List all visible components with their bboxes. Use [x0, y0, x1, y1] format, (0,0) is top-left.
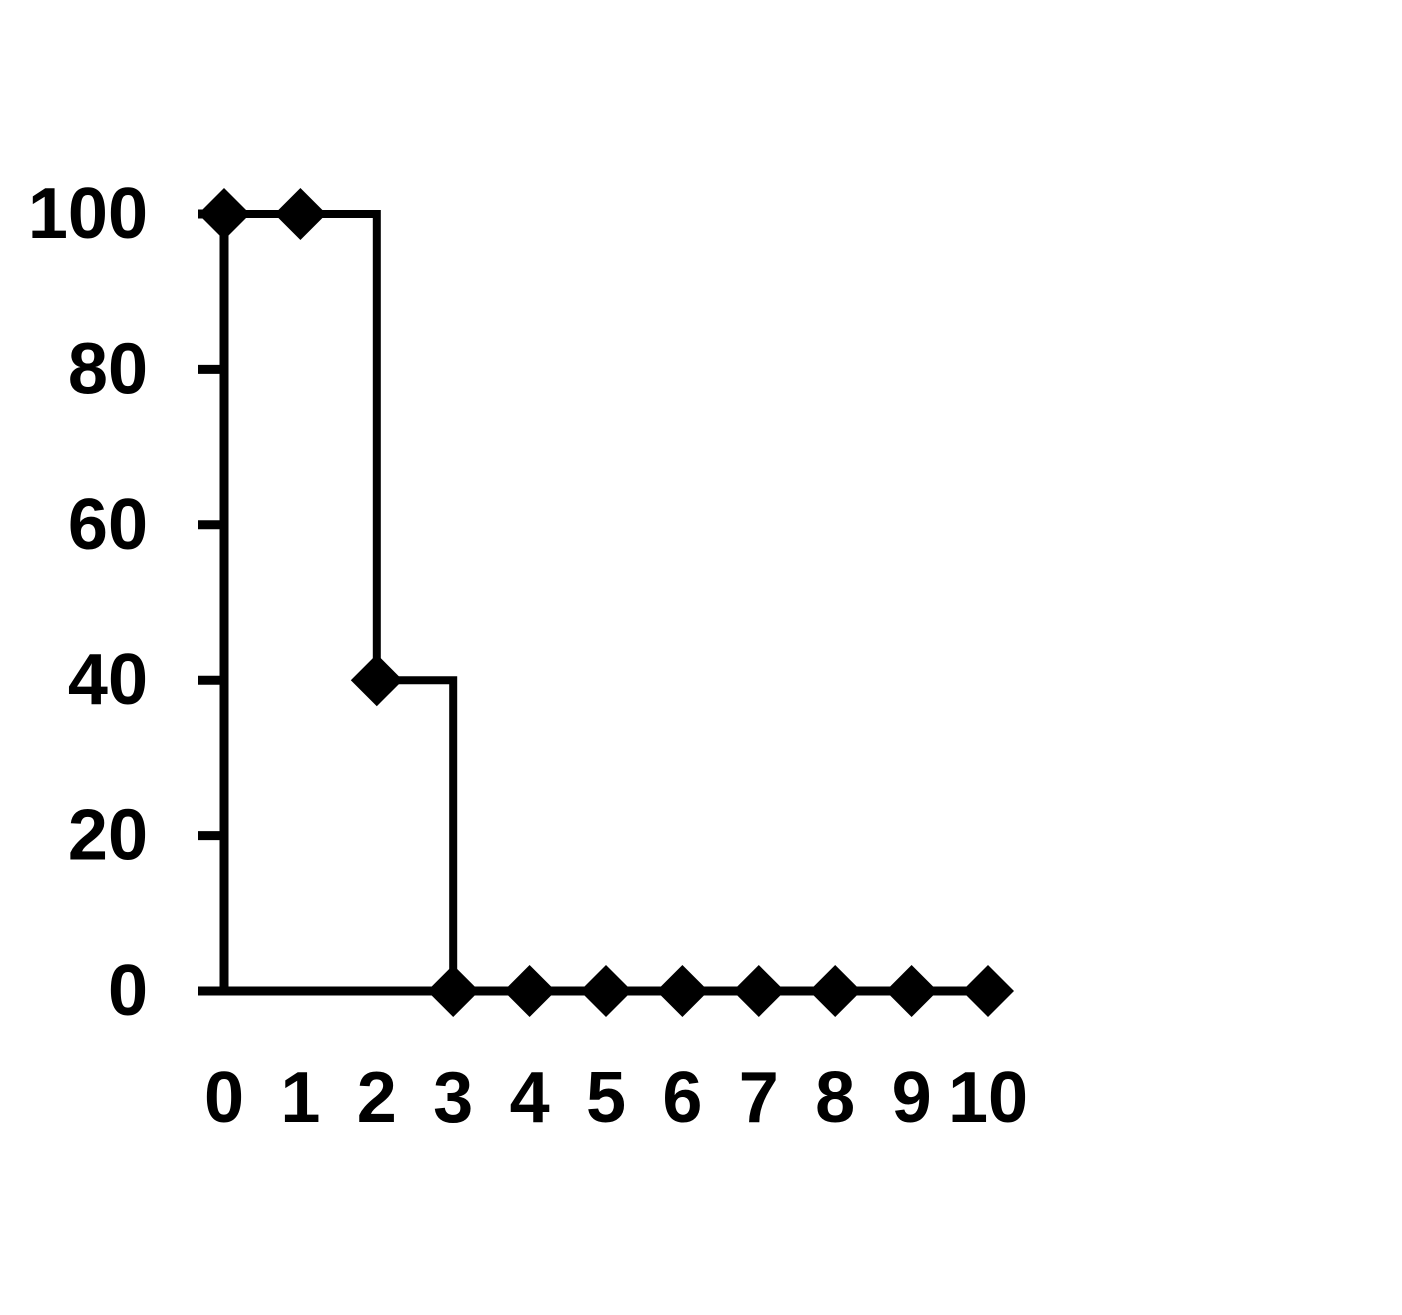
- x-tick-label: 10: [948, 1058, 1028, 1138]
- data-point-marker: [198, 188, 250, 240]
- data-point-marker: [809, 965, 862, 1017]
- data-point-marker: [427, 965, 480, 1017]
- data-point-marker: [885, 965, 938, 1017]
- x-tick-label: 5: [586, 1058, 626, 1138]
- data-point-marker: [580, 965, 632, 1017]
- series-step-path: [224, 210, 988, 995]
- y-tick-label: 20: [68, 796, 148, 876]
- x-tick-label: 4: [510, 1058, 550, 1138]
- x-tick-label: 8: [815, 1058, 855, 1138]
- x-tick-label: 9: [892, 1058, 932, 1138]
- data-point-marker: [732, 965, 785, 1017]
- y-tick-labels: 0 20 40 60 80 100: [28, 174, 148, 1031]
- x-tick-labels: 0 1 2 3 4 5 6 7 8 9 10: [204, 1058, 1028, 1138]
- axes: [198, 209, 988, 996]
- x-tick-label: 1: [280, 1058, 320, 1138]
- y-tick-label: 0: [108, 951, 148, 1031]
- series-line: [224, 210, 988, 995]
- data-point-marker: [656, 965, 709, 1017]
- y-tick-label: 60: [68, 485, 148, 565]
- x-tick-label: 6: [662, 1058, 702, 1138]
- y-tick-label: 40: [68, 640, 148, 720]
- x-tick-label: 3: [433, 1058, 473, 1138]
- x-tick-label: 7: [739, 1058, 779, 1138]
- y-tick-label: 80: [68, 329, 148, 409]
- data-point-marker: [274, 188, 327, 240]
- data-point-marker: [503, 965, 556, 1017]
- data-point-marker: [962, 965, 1014, 1017]
- x-tick-label: 2: [357, 1058, 397, 1138]
- y-tick-label: 100: [28, 174, 148, 254]
- x-tick-label: 0: [204, 1058, 244, 1138]
- data-point-marker: [350, 654, 403, 707]
- data-markers: [198, 188, 1014, 1017]
